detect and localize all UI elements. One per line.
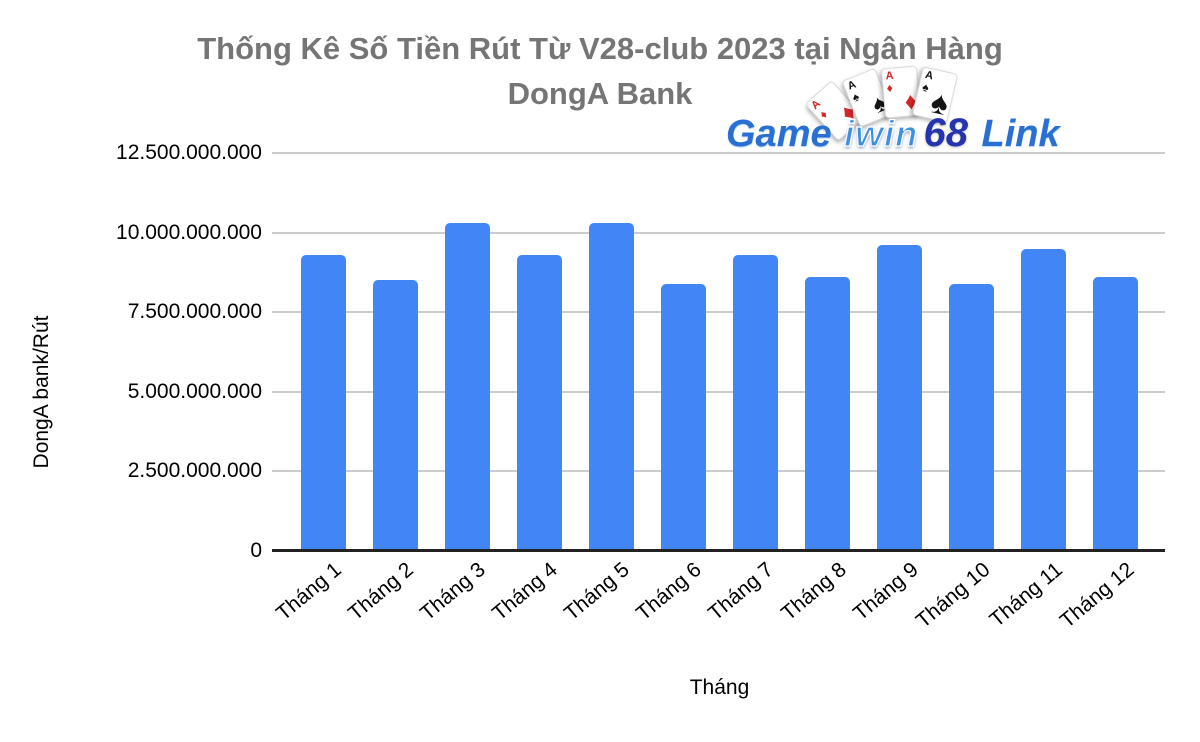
x-tick-label: Tháng 11 — [985, 558, 1067, 632]
gridline — [272, 470, 1165, 473]
bar-slot — [287, 153, 359, 551]
plot-area — [272, 152, 1165, 552]
x-tick-label: Tháng 5 — [560, 558, 635, 626]
bar-tháng-10 — [949, 283, 995, 551]
bar-tháng-8 — [805, 277, 851, 551]
bar-tháng-9 — [877, 245, 923, 551]
bar-tháng-11 — [1021, 248, 1067, 551]
x-axis-labels: Tháng 1 Tháng 2 Tháng 3 Tháng 4 Tháng 5 Tháng… — [272, 558, 1152, 638]
y-tick-label: 12.500.000.000 — [116, 141, 262, 164]
card-suit-small: ♠ — [850, 89, 862, 105]
x-tick-label: Tháng 3 — [416, 558, 490, 626]
x-tick-label: Tháng 1 — [271, 558, 346, 626]
gridline — [272, 311, 1165, 314]
y-tick-label: 7.500.000.000 — [127, 300, 262, 324]
bar-tháng-3 — [444, 223, 490, 551]
bar-slot — [864, 153, 936, 551]
bar-slot — [1008, 153, 1080, 551]
x-axis-title: Tháng — [689, 676, 750, 699]
gridline — [272, 231, 1165, 234]
y-axis-labels: 0 2.500.000.000 5.000.000.000 7.500.000.000… — [0, 141, 262, 562]
chart-title-line2: DongA Bank — [507, 76, 693, 111]
logo-text-game: Game — [726, 113, 832, 155]
bar-tháng-1 — [300, 254, 346, 551]
bar-tháng-5 — [588, 223, 634, 551]
bars-row — [274, 153, 1165, 551]
bar-slot — [719, 153, 791, 551]
y-tick-label: 0 — [250, 539, 262, 562]
bar-slot — [1080, 153, 1152, 551]
gridline — [272, 390, 1165, 393]
logo-text-68: 68 — [923, 111, 969, 155]
gridline — [272, 152, 1165, 154]
y-tick-label: 10.000.000.000 — [116, 220, 262, 244]
bar-slot — [647, 153, 719, 551]
x-axis-baseline — [272, 549, 1165, 552]
x-tick-label: Tháng 4 — [488, 558, 563, 626]
card-suit-small: ♠ — [920, 79, 931, 95]
bar-slot — [359, 153, 431, 551]
bar-slot — [936, 153, 1008, 551]
bar-tháng-4 — [516, 254, 562, 551]
card-suit-small: ♦ — [886, 80, 894, 96]
x-tick-label: Tháng 7 — [704, 558, 779, 626]
logo-text-link: Link — [981, 113, 1060, 155]
x-tick-label: Tháng 12 — [1055, 558, 1139, 633]
chart-title-line1: Thống Kê Số Tiền Rút Từ V28-club 2023 tạ… — [197, 31, 1003, 66]
logo-wordmark: Game iwin 68 Link — [726, 111, 1060, 156]
bar-slot — [575, 153, 647, 551]
bar-tháng-12 — [1093, 277, 1139, 551]
chart-title: Thống Kê Số Tiền Rút Từ V28-club 2023 tạ… — [70, 26, 1130, 116]
y-tick-label: 2.500.000.000 — [127, 459, 262, 483]
logo-text-iwin: iwin — [843, 112, 919, 154]
bar-slot — [792, 153, 864, 551]
game-iwin68-link-logo: A ♦ ♦ A ♠ ♠ A ♦ ♦ A ♠ ♠ Game iwin 68 Link — [726, 65, 1060, 156]
x-tick-label: Tháng 6 — [632, 558, 707, 626]
bar-slot — [503, 153, 575, 551]
bar-tháng-2 — [372, 280, 418, 551]
y-tick-label: 5.000.000.000 — [127, 379, 262, 403]
x-tick-label: Tháng 2 — [344, 558, 418, 626]
bar-tháng-6 — [660, 283, 706, 551]
bar-slot — [431, 153, 503, 551]
x-tick-label: Tháng 10 — [911, 558, 995, 633]
x-tick-label: Tháng 8 — [776, 558, 851, 626]
bar-tháng-7 — [733, 254, 778, 551]
